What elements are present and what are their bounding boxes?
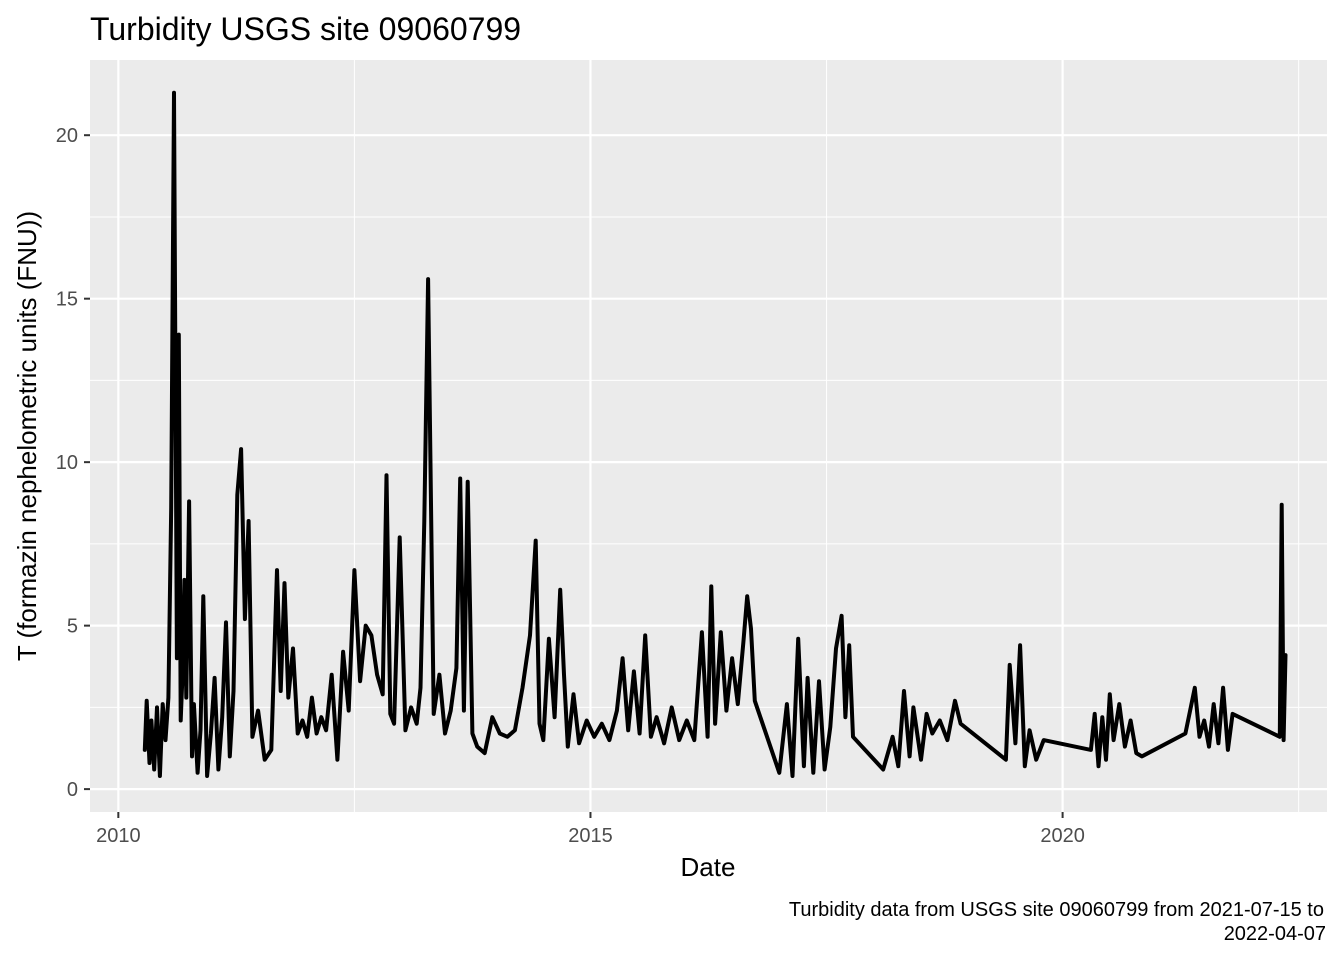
caption-line-1: Turbidity data from USGS site 09060799 f…	[789, 899, 1324, 921]
turbidity-series-line	[142, 90, 1288, 778]
caption-line-2: 2022-04-07	[1224, 923, 1326, 945]
x-tick-label: 2015	[568, 825, 613, 847]
y-axis-title: T (formazin nephelometric units (FNU))	[12, 211, 42, 661]
y-tick-label: 10	[56, 452, 78, 474]
major-gridlines	[90, 60, 1327, 812]
series-layer	[142, 90, 1288, 778]
x-axis-title: Date	[681, 852, 736, 882]
x-axis: 2010 2015 2020	[96, 812, 1085, 847]
y-tick-label: 15	[56, 289, 78, 311]
y-tick-label: 5	[67, 616, 78, 638]
y-axis: 0 5 10 15 20	[56, 125, 90, 801]
chart-title: Turbidity USGS site 09060799	[90, 11, 521, 47]
y-tick-label: 20	[56, 125, 78, 147]
y-tick-label: 0	[67, 779, 78, 801]
x-tick-label: 2020	[1040, 825, 1085, 847]
x-tick-label: 2010	[96, 825, 141, 847]
